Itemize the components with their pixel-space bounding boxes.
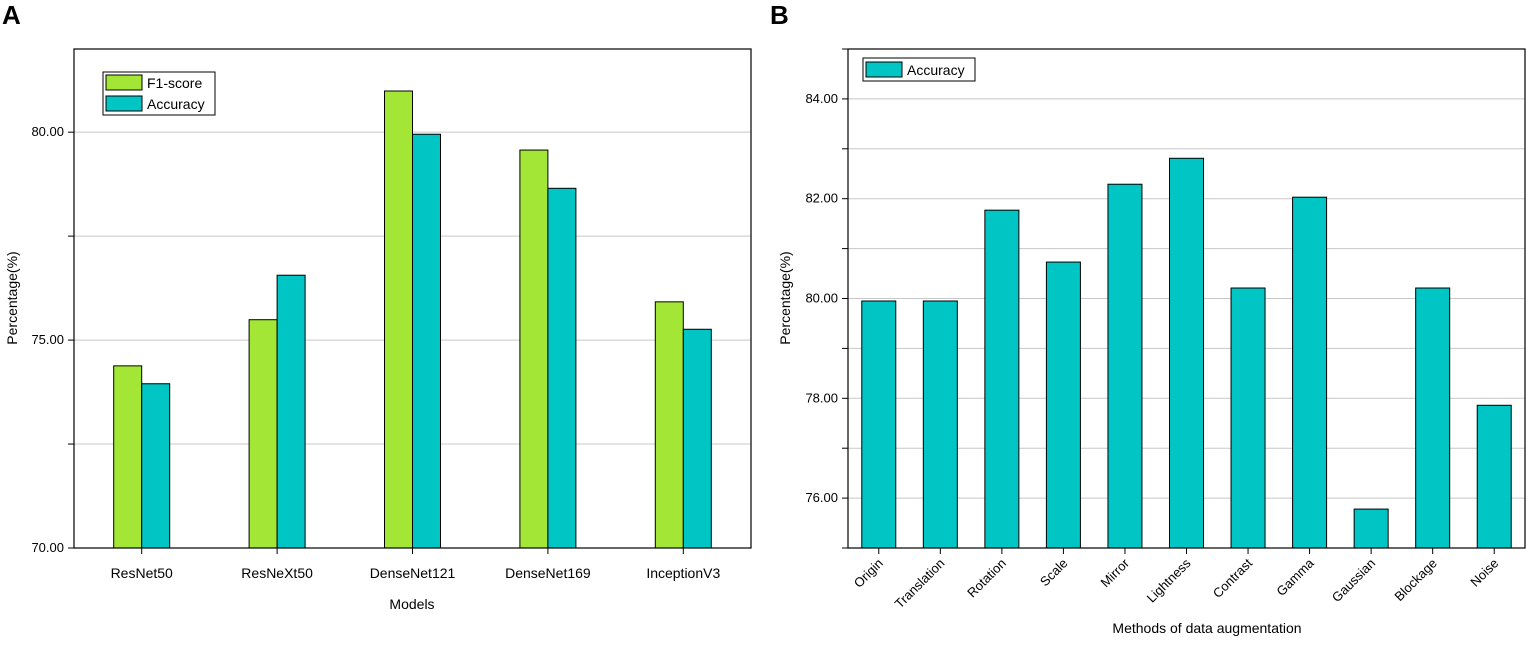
x-tick-label-translation: Translation [892, 556, 948, 612]
bar-accuracy-rotation [984, 209, 1020, 549]
legend-label-accuracy: Accuracy [907, 62, 965, 78]
bar-accuracy-origin [861, 300, 897, 549]
panel-a-label: A [2, 0, 21, 30]
x-tick-label-rotation: Rotation [964, 556, 1009, 601]
panel-b-label: B [770, 0, 789, 30]
x-tick-label-densenet121: DenseNet121 [370, 565, 456, 581]
bar-accuracy-blockage [1415, 287, 1451, 549]
x-tick-label-gamma: Gamma [1273, 555, 1317, 599]
x-tick-label-inceptionv3: InceptionV3 [646, 565, 720, 581]
y-tick-label: 76.00 [805, 490, 838, 505]
legend-label-accuracy: Accuracy [147, 96, 205, 112]
x-tick-label-noise: Noise [1467, 556, 1501, 590]
panel-b-bars [861, 157, 1512, 549]
x-tick-label-blockage: Blockage [1391, 556, 1439, 604]
panel-b-legend: Accuracy [862, 57, 976, 82]
bar-f1-score-densenet169 [519, 149, 549, 549]
bar-accuracy-inceptionv3 [682, 328, 712, 549]
panel-b-y-axis-title: Percentage(%) [777, 251, 793, 344]
bar-f1-score-densenet121 [384, 90, 413, 549]
legend-swatch-accuracy [105, 95, 143, 112]
bar-accuracy-mirror [1107, 183, 1143, 549]
bar-accuracy-resnext50 [276, 274, 306, 549]
x-tick-label-contrast: Contrast [1210, 555, 1256, 601]
panel-a-legend: F1-score Accuracy [102, 71, 216, 116]
bar-accuracy-densenet121 [412, 133, 441, 549]
x-tick-label-resnext50: ResNeXt50 [241, 565, 313, 581]
bar-f1-score-resnet50 [113, 365, 143, 549]
y-tick-label: 78.00 [805, 390, 838, 405]
legend-swatch-f1-score [105, 74, 143, 91]
y-tick-label: 70.00 [31, 540, 64, 555]
legend-swatch-accuracy [865, 61, 903, 78]
bar-accuracy-gaussian [1353, 508, 1389, 549]
y-tick-label: 75.00 [31, 332, 64, 347]
bar-accuracy-contrast [1230, 287, 1266, 549]
panel-a-bars [113, 90, 712, 549]
y-tick-label: 80.00 [31, 124, 64, 139]
panel-a-x-ticks: ResNet50 ResNeXt50 DenseNet121 DenseNet169 I… [111, 548, 720, 581]
panel-b-x-axis-title: Methods of data augmentation [1112, 620, 1301, 636]
panel-b-x-ticks: Origin Translation Rotation Scale Mirror Ligh… [851, 548, 1501, 612]
x-tick-label-densenet169: DenseNet169 [505, 565, 591, 581]
x-tick-label-mirror: Mirror [1097, 555, 1132, 590]
x-tick-label-scale: Scale [1037, 556, 1071, 590]
x-tick-label-gaussian: Gaussian [1329, 556, 1378, 605]
bar-accuracy-lightness [1169, 157, 1204, 549]
panel-b-y-ticks: 76.00 78.00 80.00 82.00 84.00 [805, 48, 848, 549]
bar-accuracy-translation [922, 300, 958, 549]
panel-a: A 70.00 75.00 80.00 ResNet50 ResNeXt50 Dense… [2, 0, 752, 612]
y-tick-label: 80.00 [805, 291, 838, 306]
bar-f1-score-resnext50 [248, 319, 278, 549]
bar-accuracy-densenet169 [547, 187, 577, 549]
x-tick-label-lightness: Lightness [1144, 555, 1194, 605]
x-tick-label-origin: Origin [851, 556, 886, 591]
bar-accuracy-noise [1476, 404, 1512, 549]
bar-accuracy-scale [1045, 261, 1081, 549]
legend-label-f1-score: F1-score [147, 75, 202, 91]
bar-accuracy-gamma [1292, 196, 1328, 549]
panel-a-x-axis-title: Models [389, 596, 434, 612]
y-tick-label: 82.00 [805, 191, 838, 206]
panel-a-y-ticks: 70.00 75.00 80.00 [31, 124, 74, 555]
panel-a-y-axis-title: Percentage(%) [4, 251, 20, 344]
bar-f1-score-inceptionv3 [654, 301, 684, 549]
panel-b: B 76.00 78.00 80.00 82.00 84.00 Origin Transl… [770, 0, 1526, 636]
bar-accuracy-resnet50 [141, 383, 171, 549]
x-tick-label-resnet50: ResNet50 [111, 565, 173, 581]
y-tick-label: 84.00 [805, 91, 838, 106]
